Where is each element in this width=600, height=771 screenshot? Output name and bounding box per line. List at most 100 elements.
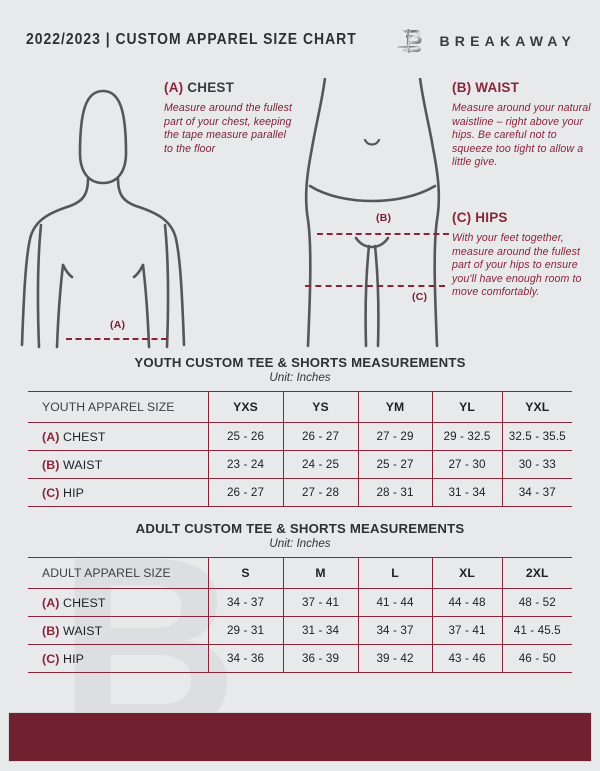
size-column-header: YM [357, 391, 433, 423]
adult-size-table-section: ADULT CUSTOM TEE & SHORTS MEASUREMENTS U… [28, 521, 572, 673]
measurement-tag: (C) [42, 485, 60, 500]
page-header: 2022/2023 | CUSTOM APPAREL SIZE CHART [0, 0, 600, 70]
chest-info-heading: (A) CHEST [164, 80, 296, 95]
measurement-label-cell: (A) CHEST [28, 422, 209, 451]
measurement-value-cell: 26 - 27 [282, 422, 359, 451]
waist-info-heading: (B) WAIST [452, 80, 592, 95]
measurement-value-cell: 36 - 39 [282, 644, 359, 673]
waist-line-label: (B) [376, 212, 392, 224]
footer-bar [8, 712, 592, 762]
measurement-value-cell: 29 - 31 [207, 616, 284, 645]
chest-info-block: (A) CHEST Measure around the fullest par… [164, 80, 296, 156]
hip-measure-line [305, 285, 445, 287]
youth-table-unit: Unit: Inches [269, 371, 331, 384]
hips-info-word: HIPS [475, 210, 508, 225]
measurement-value-cell: 48 - 52 [501, 588, 572, 617]
measurement-value-cell: 43 - 46 [431, 644, 503, 673]
measurement-value-cell: 25 - 26 [207, 422, 284, 451]
measurement-value-cell: 44 - 48 [431, 588, 503, 617]
measurement-label-cell: (C) HIP [28, 478, 209, 507]
measurement-label-cell: (C) HIP [28, 644, 209, 673]
chest-info-word: CHEST [187, 80, 235, 95]
youth-size-table: YOUTH APPAREL SIZE YXS YS YM YL YXL (A) CHEST 2… [28, 391, 572, 507]
measurement-value-cell: 27 - 30 [431, 450, 503, 479]
measurement-diagram: (A) (B) (C) [0, 70, 600, 350]
youth-size-table-section: YOUTH CUSTOM TEE & SHORTS MEASUREMENTS U… [28, 355, 572, 507]
measurement-value-cell: 27 - 29 [357, 422, 433, 451]
brand-logo: BREAKAWAY [396, 26, 576, 56]
table-header-row: YOUTH APPAREL SIZE YXS YS YM YL YXL [28, 391, 572, 423]
size-column-header: L [357, 557, 433, 589]
brand-name: BREAKAWAY [439, 33, 576, 49]
measurement-value-cell: 28 - 31 [357, 478, 433, 507]
measurement-label-cell: (B) WAIST [28, 450, 209, 479]
measurement-value-cell: 37 - 41 [431, 616, 503, 645]
lower-body-outline-icon [280, 76, 465, 353]
hips-info-tag: (C) [452, 210, 472, 225]
hips-info-heading: (C) HIPS [452, 210, 592, 225]
measurement-value-cell: 31 - 34 [431, 478, 503, 507]
table-row: (C) HIP 26 - 27 27 - 28 28 - 31 31 - 34 34 - … [28, 478, 572, 507]
chest-line-label: (A) [110, 319, 126, 331]
size-column-header: S [207, 557, 284, 589]
hips-info-block: (C) HIPS With your feet together, measur… [452, 210, 592, 300]
measurement-value-cell: 26 - 27 [207, 478, 284, 507]
measurement-value-cell: 34 - 37 [207, 588, 284, 617]
size-column-header: YXL [501, 391, 572, 423]
chest-info-tag: (A) [164, 80, 184, 95]
waist-info-block: (B) WAIST Measure around your natural wa… [452, 80, 592, 170]
waist-measure-line [317, 233, 449, 235]
measurement-value-cell: 24 - 25 [282, 450, 359, 479]
size-column-header: YL [431, 391, 503, 423]
measurement-value-cell: 30 - 33 [501, 450, 572, 479]
size-column-header: M [282, 557, 359, 589]
adult-table-title: ADULT CUSTOM TEE & SHORTS MEASUREMENTS [135, 521, 465, 536]
adult-table-unit: Unit: Inches [269, 537, 331, 550]
breakaway-b-logo-icon [396, 26, 426, 56]
measurement-value-cell: 41 - 44 [357, 588, 433, 617]
size-column-header: YS [282, 391, 359, 423]
table-row: (B) WAIST 29 - 31 31 - 34 34 - 37 37 - 41 41 … [28, 616, 572, 645]
chest-measure-line [66, 338, 167, 340]
measurement-value-cell: 25 - 27 [357, 450, 433, 479]
measurement-value-cell: 34 - 37 [501, 478, 572, 507]
measurement-tag: (C) [42, 651, 60, 666]
measurement-value-cell: 34 - 36 [207, 644, 284, 673]
table-row: (A) CHEST 25 - 26 26 - 27 27 - 29 29 - 32.5 3… [28, 422, 572, 451]
table-header-row: ADULT APPAREL SIZE S M L XL 2XL [28, 557, 572, 589]
measurement-value-cell: 32.5 - 35.5 [501, 422, 572, 451]
table-row: (C) HIP 34 - 36 36 - 39 39 - 42 43 - 46 46 - … [28, 644, 572, 673]
measurement-label-cell: (B) WAIST [28, 616, 209, 645]
measurement-tag: (A) [42, 595, 60, 610]
measurement-value-cell: 46 - 50 [501, 644, 572, 673]
adult-size-table: ADULT APPAREL SIZE S M L XL 2XL (A) CHEST 34 - … [28, 557, 572, 673]
measurement-value-cell: 41 - 45.5 [501, 616, 572, 645]
size-header-cell: YOUTH APPAREL SIZE [28, 391, 209, 423]
measurement-tag: (B) [42, 623, 60, 638]
waist-info-word: WAIST [475, 80, 520, 95]
table-row: (B) WAIST 23 - 24 24 - 25 25 - 27 27 - 30 30 … [28, 450, 572, 479]
page-title: 2022/2023 | CUSTOM APPAREL SIZE CHART [26, 31, 357, 48]
measurement-value-cell: 31 - 34 [282, 616, 359, 645]
size-column-header: 2XL [501, 557, 572, 589]
measurement-value-cell: 29 - 32.5 [431, 422, 503, 451]
size-header-cell: ADULT APPAREL SIZE [28, 557, 209, 589]
hip-line-label: (C) [412, 291, 428, 303]
size-column-header: YXS [207, 391, 284, 423]
measurement-value-cell: 23 - 24 [207, 450, 284, 479]
size-column-header: XL [431, 557, 503, 589]
measurement-tag: (A) [42, 429, 60, 444]
waist-info-text: Measure around your natural waistline – … [452, 102, 591, 169]
measurement-tag: (B) [42, 457, 60, 472]
measurement-value-cell: 34 - 37 [357, 616, 433, 645]
youth-table-title: YOUTH CUSTOM TEE & SHORTS MEASUREMENTS [134, 355, 466, 370]
measurement-value-cell: 27 - 28 [282, 478, 359, 507]
waist-info-tag: (B) [452, 80, 472, 95]
chest-info-text: Measure around the fullest part of your … [164, 102, 293, 155]
measurement-value-cell: 37 - 41 [282, 588, 359, 617]
hips-info-text: With your feet together, measure around … [452, 232, 582, 299]
measurement-label-cell: (A) CHEST [28, 588, 209, 617]
measurement-value-cell: 39 - 42 [357, 644, 433, 673]
table-row: (A) CHEST 34 - 37 37 - 41 41 - 44 44 - 48 48 … [28, 588, 572, 617]
